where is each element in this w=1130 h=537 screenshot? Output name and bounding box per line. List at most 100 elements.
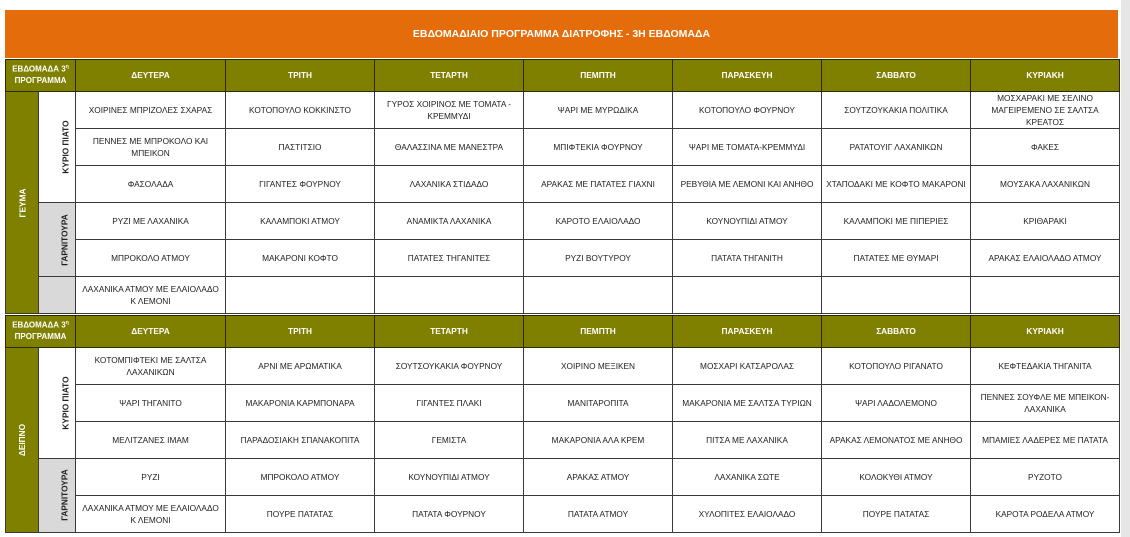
dish-cell: ΡΥΖΙ ΜΕ ΛΑΧΑΝΙΚΑ <box>75 202 227 241</box>
dish-cell: ΘΑΛΑΣΣΙΝΑ ΜΕ ΜΑΝΕΣΤΡΑ <box>374 128 525 167</box>
header-row: ΕΒΔΟΜΑΔΑ 3η ΠΡΟΓΡΑΜΜΑ ΔΕΥΤΕΡΑ ΤΡΙΤΗ ΤΕΤΑΡΤΗ Π… <box>4 315 1121 348</box>
meal-label: ΓΕΥΜΑ <box>5 90 39 315</box>
day-header: ΠΑΡΑΣΚΕΥΗ <box>672 315 823 348</box>
dish-cell: ΠΑΤΑΤΑ ΑΤΜΟΥ <box>523 495 674 533</box>
week-label: ΕΒΔΟΜΑΔΑ 3 <box>12 321 66 331</box>
dish-cell: ΜΠΑΜΙΕΣ ΛΑΔΕΡΕΣ ΜΕ ΠΑΤΑΤΑ <box>970 421 1121 459</box>
dish-cell: ΑΡΝΙ ΜΕ ΑΡΩΜΑΤΙΚΑ <box>225 347 376 385</box>
table-row: ΨΑΡΙ ΤΗΓΑΝΙΤΟ ΜΑΚΑΡΟΝΙΑ ΚΑΡΜΠΟΝΑΡΑ ΓΙΓΑΝΤΕ… <box>6 384 1121 422</box>
dinner-table: ΕΒΔΟΜΑΔΑ 3η ΠΡΟΓΡΑΜΜΑ ΔΕΥΤΕΡΑ ΤΡΙΤΗ ΤΕΤΑΡΤΗ Π… <box>4 315 1121 533</box>
dish-cell <box>523 276 674 315</box>
dish-cell: ΨΑΡΙ ΜΕ ΤΟΜΑΤΑ-ΚΡΕΜΜΥΔΙ <box>672 128 823 167</box>
day-header: ΚΥΡΙΑΚΗ <box>970 315 1121 348</box>
table-row: ΜΕΛΙΤΖΑΝΕΣ ΙΜΑΜ ΠΑΡΑΔΟΣΙΑΚΗ ΣΠΑΝΑΚΟΠΙΤΑ ΓΕ… <box>6 421 1121 459</box>
dish-cell <box>672 276 823 315</box>
day-header: ΔΕΥΤΕΡΑ <box>75 59 227 92</box>
dish-cell: ΜΑΚΑΡΟΝΙΑ ΑΛΑ ΚΡΕΜ <box>523 421 674 459</box>
meal-label: ΔΕΙΠΝΟ <box>5 347 39 533</box>
dish-cell: ΠΑΣΤΙΤΣΙΟ <box>225 128 376 167</box>
dish-cell: ΚΟΥΝΟΥΠΙΔΙ ΑΤΜΟΥ <box>374 458 525 496</box>
dish-cell <box>374 276 525 315</box>
dish-cell: ΜΟΣΧΑΡΙ ΚΑΤΣΑΡΟΛΑΣ <box>672 347 823 385</box>
table-row: ΓΑΡΝΙΤΟΥΡΑ ΡΥΖΙ ΜΠΡΟΚΟΛΟ ΑΤΜΟΥ ΚΟΥΝΟΥΠΙΔΙ Α… <box>6 458 1121 533</box>
day-header: ΠΑΡΑΣΚΕΥΗ <box>672 59 823 92</box>
dish-cell: ΦΑΣΟΛΑΔΑ <box>75 165 227 204</box>
day-header: ΠΕΜΠΤΗ <box>523 315 674 348</box>
dish-cell: ΚΡΙΘΑΡΑΚΙ <box>970 202 1121 241</box>
dish-cell: ΛΑΧΑΝΙΚΑ ΣΩΤΕ <box>672 458 823 496</box>
dish-cell: ΜΠΡΟΚΟΛΟ ΑΤΜΟΥ <box>75 239 227 278</box>
dish-cell: ΠΑΡΑΔΟΣΙΑΚΗ ΣΠΑΝΑΚΟΠΙΤΑ <box>225 421 376 459</box>
dish-cell: ΠΟΥΡΕ ΠΑΤΑΤΑΣ <box>821 495 972 533</box>
dish-cell: ΜΕΛΙΤΖΑΝΕΣ ΙΜΑΜ <box>75 421 227 459</box>
dish-cell: ΑΡΑΚΑΣ ΕΛΑΙΟΛΑΔΟ ΑΤΜΟΥ <box>970 239 1121 278</box>
day-header: ΚΥΡΙΑΚΗ <box>970 59 1121 92</box>
dish-cell: ΚΑΛΑΜΠΟΚΙ ΜΕ ΠΙΠΕΡΙΕΣ <box>821 202 972 241</box>
category-label-text: ΓΑΡΝΙΤΟΥΡΑ <box>59 213 70 266</box>
category-label-text: ΚΥΡΙΟ ΠΙΑΤΟ <box>60 120 71 174</box>
dish-cell: ΚΟΤΟΠΟΥΛΟ ΦΟΥΡΝΟΥ <box>672 90 823 130</box>
lunch-table: ΕΒΔΟΜΑΔΑ 3η ΠΡΟΓΡΑΜΜΑ ΔΕΥΤΕΡΑ ΤΡΙΤΗ ΤΕΤΑΡΤΗ Π… <box>4 59 1121 315</box>
category-label-text: ΚΥΡΙΟ ΠΙΑΤΟ <box>60 376 71 430</box>
dish-cell: ΡΑΤΑΤΟΥΙΓ ΛΑΧΑΝΙΚΩΝ <box>821 128 972 167</box>
dish-cell: ΠΑΤΑΤΕΣ ΜΕ ΘΥΜΑΡΙ <box>821 239 972 278</box>
dish-cell: ΨΑΡΙ ΛΑΔΟΛΕΜΟΝΟ <box>821 384 972 422</box>
program-label: ΠΡΟΓΡΑΜΜΑ <box>14 331 67 341</box>
dish-cell: ΧΤΑΠΟΔΑΚΙ ΜΕ ΚΟΦΤΟ ΜΑΚΑΡΟΝΙ <box>821 165 972 204</box>
scrollbar-gutter <box>1121 0 1130 537</box>
table-row: ΓΕΥΜΑ ΚΥΡΙΟ ΠΙΑΤΟ ΧΟΙΡΙΝΕΣ ΜΠΡΙΖΟΛΕΣ ΣΧΑΡΑ… <box>5 90 1121 315</box>
header-row: ΕΒΔΟΜΑΔΑ 3η ΠΡΟΓΡΑΜΜΑ ΔΕΥΤΕΡΑ ΤΡΙΤΗ ΤΕΤΑΡΤΗ Π… <box>4 59 1121 92</box>
category-label-text: ΓΑΡΝΙΤΟΥΡΑ <box>59 469 70 522</box>
dish-cell <box>970 276 1121 315</box>
dish-cell: ΑΝΑΜΙΚΤΑ ΛΑΧΑΝΙΚΑ <box>374 202 525 241</box>
category-label: ΓΑΡΝΙΤΟΥΡΑ <box>37 202 77 278</box>
dish-cell: ΧΟΙΡΙΝΕΣ ΜΠΡΙΖΟΛΕΣ ΣΧΑΡΑΣ <box>75 90 227 130</box>
day-header: ΔΕΥΤΕΡΑ <box>75 315 227 348</box>
dish-cell: ΜΠΡΟΚΟΛΟ ΑΤΜΟΥ <box>225 458 376 496</box>
table-row: ΓΑΡΝΙΤΟΥΡΑ ΡΥΖΙ ΜΕ ΛΑΧΑΝΙΚΑ ΚΑΛΑΜΠΟΚΙ ΑΤΜΟ… <box>6 202 1121 278</box>
dish-cell: ΚΑΛΑΜΠΟΚΙ ΑΤΜΟΥ <box>225 202 376 241</box>
dish-cell: ΜΟΥΣΑΚΑ ΛΑΧΑΝΙΚΩΝ <box>970 165 1121 204</box>
day-header: ΤΡΙΤΗ <box>225 59 376 92</box>
page-title: ΕΒΔΟΜΑΔΙΑΙΟ ΠΡΟΓΡΑΜΜΑ ΔΙΑΤΡΟΦΗΣ - 3Η ΕΒΔ… <box>5 10 1118 58</box>
day-header: ΣΑΒΒΑΤΟ <box>821 59 972 92</box>
dish-cell: ΑΡΑΚΑΣ ΜΕ ΠΑΤΑΤΕΣ ΓΙΑΧΝΙ <box>523 165 674 204</box>
dish-cell: ΠΑΤΑΤΑ ΦΟΥΡΝΟΥ <box>374 495 525 533</box>
dish-cell: ΛΑΧΑΝΙΚΑ ΣΤΙΔΑΔΟ <box>374 165 525 204</box>
dish-cell: ΠΑΤΑΤΑ ΤΗΓΑΝΙΤΗ <box>672 239 823 278</box>
table-row: ΠΕΝΝΕΣ ΜΕ ΜΠΡΟΚΟΛΟ ΚΑΙ ΜΠΕΙΚΟΝ ΠΑΣΤΙΤΣΙΟ Θ… <box>6 128 1121 167</box>
dish-cell <box>821 276 972 315</box>
dish-cell: ΣΟΥΤΣΟΥΚΑΚΙΑ ΦΟΥΡΝΟΥ <box>374 347 525 385</box>
week-program-label: ΕΒΔΟΜΑΔΑ 3η ΠΡΟΓΡΑΜΜΑ <box>4 59 77 92</box>
week-program-label: ΕΒΔΟΜΑΔΑ 3η ΠΡΟΓΡΑΜΜΑ <box>4 315 77 348</box>
day-header: ΤΕΤΑΡΤΗ <box>374 315 525 348</box>
dish-cell: ΧΟΙΡΙΝΟ ΜΕΞΙΚΕΝ <box>523 347 674 385</box>
meal-label-text: ΓΕΥΜΑ <box>16 188 27 218</box>
dish-cell: ΛΑΧΑΝΙΚΑ ΑΤΜΟΥ ΜΕ ΕΛΑΙΟΛΑΔΟ Κ ΛΕΜΟΝΙ <box>75 276 227 315</box>
dish-cell: ΑΡΑΚΑΣ ΑΤΜΟΥ <box>523 458 674 496</box>
dish-cell: ΠΕΝΝΕΣ ΣΟΥΦΛΕ ΜΕ ΜΠΕΙΚΟΝ-ΛΑΧΑΝΙΚΑ <box>970 384 1121 422</box>
dish-cell: ΠΟΥΡΕ ΠΑΤΑΤΑΣ <box>225 495 376 533</box>
dish-cell: ΡΥΖΟΤΟ <box>970 458 1121 496</box>
dish-cell: ΡΕΒΥΘΙΑ ΜΕ ΛΕΜΟΝΙ ΚΑΙ ΑΝΗΘΟ <box>672 165 823 204</box>
dish-cell: ΚΕΦΤΕΔΑΚΙΑ ΤΗΓΑΝΙΤΑ <box>970 347 1121 385</box>
dish-cell: ΡΥΖΙ <box>75 458 227 496</box>
dish-cell: ΜΑΚΑΡΟΝΙΑ ΜΕ ΣΑΛΤΣΑ ΤΥΡΙΩΝ <box>672 384 823 422</box>
dish-cell: ΚΟΤΟΠΟΥΛΟ ΚΟΚΚΙΝΣΤΟ <box>225 90 376 130</box>
category-label: ΚΥΡΙΟ ΠΙΑΤΟ <box>37 90 77 204</box>
dish-cell: ΡΥΖΙ ΒΟΥΤΥΡΟΥ <box>523 239 674 278</box>
day-header: ΤΡΙΤΗ <box>225 315 376 348</box>
dish-cell: ΨΑΡΙ ΜΕ ΜΥΡΩΔΙΚΑ <box>523 90 674 130</box>
dish-cell <box>225 276 376 315</box>
table-row: ΦΑΣΟΛΑΔΑ ΓΙΓΑΝΤΕΣ ΦΟΥΡΝΟΥ ΛΑΧΑΝΙΚΑ ΣΤΙΔΑΔΟ… <box>6 165 1121 204</box>
category-label: ΓΑΡΝΙΤΟΥΡΑ <box>37 458 77 533</box>
category-label: ΚΥΡΙΟ ΠΙΑΤΟ <box>37 347 77 459</box>
table-row: ΔΕΙΠΝΟ ΚΥΡΙΟ ΠΙΑΤΟ ΚΟΤΟΜΠΙΦΤΕΚΙ ΜΕ ΣΑΛΤΣΑ … <box>5 347 1121 533</box>
dish-cell: ΜΑΚΑΡΟΝΙ ΚΟΦΤΟ <box>225 239 376 278</box>
dish-cell: ΜΠΙΦΤΕΚΙΑ ΦΟΥΡΝΟΥ <box>523 128 674 167</box>
dish-cell: ΛΑΧΑΝΙΚΑ ΑΤΜΟΥ ΜΕ ΕΛΑΙΟΛΑΔΟ Κ ΛΕΜΟΝΙ <box>75 495 227 533</box>
day-header: ΠΕΜΠΤΗ <box>523 59 674 92</box>
dish-cell: ΚΟΤΟΜΠΙΦΤΕΚΙ ΜΕ ΣΑΛΤΣΑ ΛΑΧΑΝΙΚΩΝ <box>75 347 227 385</box>
dish-cell: ΓΕΜΙΣΤΑ <box>374 421 525 459</box>
dish-cell: ΚΑΡΟΤΟ ΕΛΑΙΟΛΑΔΟ <box>523 202 674 241</box>
